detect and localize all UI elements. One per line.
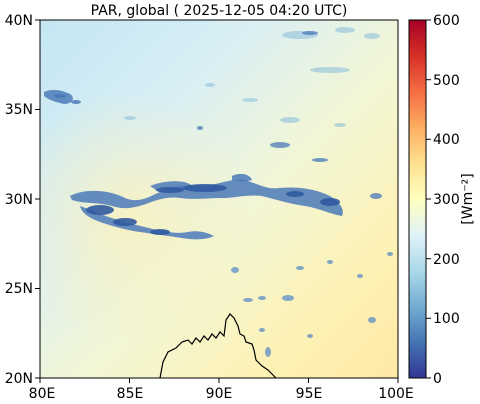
chart-title: PAR, global ( 2025-12-05 04:20 UTC) bbox=[91, 3, 348, 19]
colorbar bbox=[408, 19, 427, 379]
colorbar-label: [Wm⁻²] bbox=[460, 173, 476, 224]
colorbar-tick-label: 200 bbox=[433, 252, 460, 268]
x-axis bbox=[39, 378, 399, 383]
colorbar-ticks bbox=[426, 19, 431, 379]
y-tick-label: 35N bbox=[5, 102, 33, 118]
colorbar-tick-label: 100 bbox=[433, 311, 460, 327]
colorbar-tick-label: 600 bbox=[433, 13, 460, 29]
x-tick-label: 90E bbox=[206, 386, 233, 402]
map-field bbox=[40, 20, 398, 378]
x-tick-label: 100E bbox=[378, 386, 414, 402]
colorbar-tick-label: 300 bbox=[433, 192, 460, 208]
y-tick-label: 25N bbox=[5, 281, 33, 297]
x-tick-label: 85E bbox=[117, 386, 144, 402]
y-tick-label: 40N bbox=[5, 13, 33, 29]
coastline bbox=[159, 313, 277, 378]
cloud-cluster-northwest bbox=[44, 89, 81, 104]
cloud-band-plateau-dark bbox=[86, 184, 340, 235]
cloud-scatter-south bbox=[231, 252, 393, 357]
colorbar-tick-label: 400 bbox=[433, 132, 460, 148]
x-tick-label: 95E bbox=[296, 386, 323, 402]
colorbar-tick-label: 500 bbox=[433, 73, 460, 89]
y-axis bbox=[35, 19, 40, 379]
colorbar-tick-label: 0 bbox=[433, 371, 442, 387]
x-tick-label: 80E bbox=[29, 386, 56, 402]
cloud-scatter-north-dark bbox=[197, 31, 382, 199]
y-tick-label: 30N bbox=[5, 192, 33, 208]
y-tick-label: 20N bbox=[5, 371, 33, 387]
cloud-scatter-north bbox=[124, 27, 380, 127]
